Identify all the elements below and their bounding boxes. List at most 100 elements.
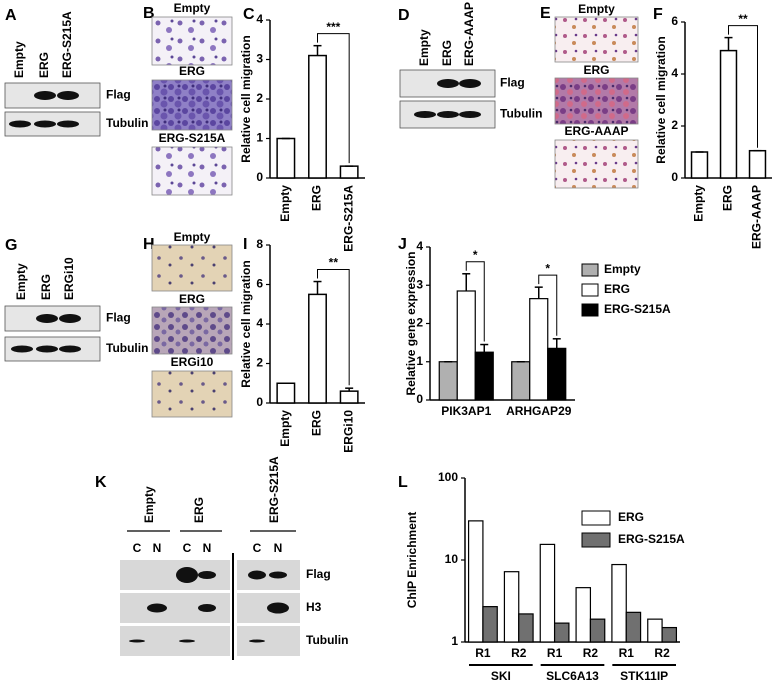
bar xyxy=(589,618,606,643)
y-tick-label: 4 xyxy=(416,239,423,253)
y-tick-label: 4 xyxy=(256,316,263,330)
legend-swatch xyxy=(581,510,611,526)
y-tick-label: 6 xyxy=(671,14,678,28)
micrograph-label: ERGi10 xyxy=(171,355,214,369)
micrograph-label: Empty xyxy=(174,1,211,15)
bar xyxy=(308,54,327,179)
micrograph xyxy=(554,16,639,63)
y-axis-label: Relative gene expression xyxy=(404,251,418,395)
error-bar xyxy=(552,338,561,349)
micrograph-label: Empty xyxy=(578,2,615,16)
blot-band xyxy=(147,603,167,613)
x-tick-label: R1 xyxy=(619,646,635,660)
error-bar xyxy=(724,36,733,51)
lane-label: ERG xyxy=(39,274,53,300)
lane-label: ERG-AAAP xyxy=(462,2,476,66)
x-tick-label: ERG xyxy=(721,185,735,211)
significance-bracket xyxy=(465,261,485,342)
x-tick-label: ERGi10 xyxy=(341,410,355,453)
y-tick-label: 4 xyxy=(671,66,678,80)
lane-label: ERGi10 xyxy=(62,257,76,300)
error-bar xyxy=(313,280,322,295)
significance-label: ** xyxy=(738,12,748,26)
significance-label: * xyxy=(473,248,478,262)
y-axis-label: Relative cell migration xyxy=(239,35,253,162)
bar xyxy=(482,606,498,643)
blot-row-label: Tubulin xyxy=(106,341,148,355)
panel-letter: I xyxy=(243,236,247,253)
x-tick-label: Empty xyxy=(278,410,292,447)
y-tick-label: 0 xyxy=(416,392,423,406)
panel-letter: L xyxy=(398,474,408,491)
panel-letter: B xyxy=(143,5,155,22)
bar xyxy=(539,543,556,643)
legend-label: ERG-S215A xyxy=(618,532,685,546)
legend-swatch xyxy=(581,263,599,277)
micrograph xyxy=(554,139,639,189)
panel-letter: A xyxy=(5,7,17,24)
error-bar xyxy=(462,273,471,291)
blot-band xyxy=(248,570,266,580)
panel-letter: D xyxy=(398,7,410,24)
bar xyxy=(511,361,531,401)
y-tick-label: 3 xyxy=(416,277,423,291)
micrograph xyxy=(151,370,233,418)
x-tick-label: PIK3AP1 xyxy=(441,404,491,418)
micrograph xyxy=(554,77,639,125)
bar xyxy=(748,149,767,179)
bar xyxy=(339,165,359,179)
blot-row-label: Tubulin xyxy=(306,633,348,647)
x-tick-label: ERG xyxy=(310,185,324,211)
bar xyxy=(719,49,738,179)
lane-label: C xyxy=(183,541,192,555)
blot-band xyxy=(176,567,198,583)
panel-letter: J xyxy=(398,236,407,253)
significance-bracket xyxy=(728,25,758,148)
lane-label: Empty xyxy=(14,263,28,300)
significance-label: * xyxy=(545,261,550,275)
blot-row-label: H3 xyxy=(306,600,322,614)
group-label: STK11IP xyxy=(620,669,668,683)
blot-band xyxy=(59,345,81,353)
bar xyxy=(518,613,534,643)
y-tick-label: 2 xyxy=(671,118,678,132)
x-tick-label: R1 xyxy=(547,646,563,660)
blot-band xyxy=(34,120,56,128)
blot-band xyxy=(57,91,79,100)
bar xyxy=(276,137,296,179)
y-tick-label: 1 xyxy=(256,131,263,145)
panel-letter: F xyxy=(653,6,663,23)
significance-bracket xyxy=(538,274,558,336)
legend-swatch xyxy=(581,283,599,297)
x-tick-label: R2 xyxy=(583,646,599,660)
y-tick-label: 8 xyxy=(256,237,263,251)
blot-band xyxy=(36,314,58,323)
x-tick-label: ERG-S215A xyxy=(341,185,355,252)
x-tick-label: ERG xyxy=(310,410,324,436)
micrograph xyxy=(151,146,233,196)
bar xyxy=(647,618,663,643)
y-tick-label: 0 xyxy=(671,170,678,184)
blot-band xyxy=(198,604,216,612)
blot-strip xyxy=(237,560,300,590)
error-bar xyxy=(313,44,322,56)
bar xyxy=(503,571,520,643)
y-axis-label: Relative cell migration xyxy=(239,260,253,387)
group-label: ERG xyxy=(192,497,206,523)
x-tick-label: ARHGAP29 xyxy=(506,404,572,418)
lane-label: Empty xyxy=(12,41,26,78)
bar xyxy=(690,151,709,179)
y-tick-label: 0 xyxy=(256,395,263,409)
legend-swatch xyxy=(581,532,611,548)
blot-band xyxy=(437,111,459,118)
x-tick-label: Empty xyxy=(278,185,292,222)
y-tick-label: 2 xyxy=(416,316,423,330)
micrograph xyxy=(151,16,233,66)
lane-label: ERG xyxy=(37,52,51,78)
bar xyxy=(611,563,627,643)
micrograph-label: ERG xyxy=(583,63,609,77)
y-tick-label: 1 xyxy=(451,634,458,648)
legend-label: Empty xyxy=(604,262,641,276)
blot-band xyxy=(437,79,459,88)
x-tick-label: R2 xyxy=(511,646,527,660)
